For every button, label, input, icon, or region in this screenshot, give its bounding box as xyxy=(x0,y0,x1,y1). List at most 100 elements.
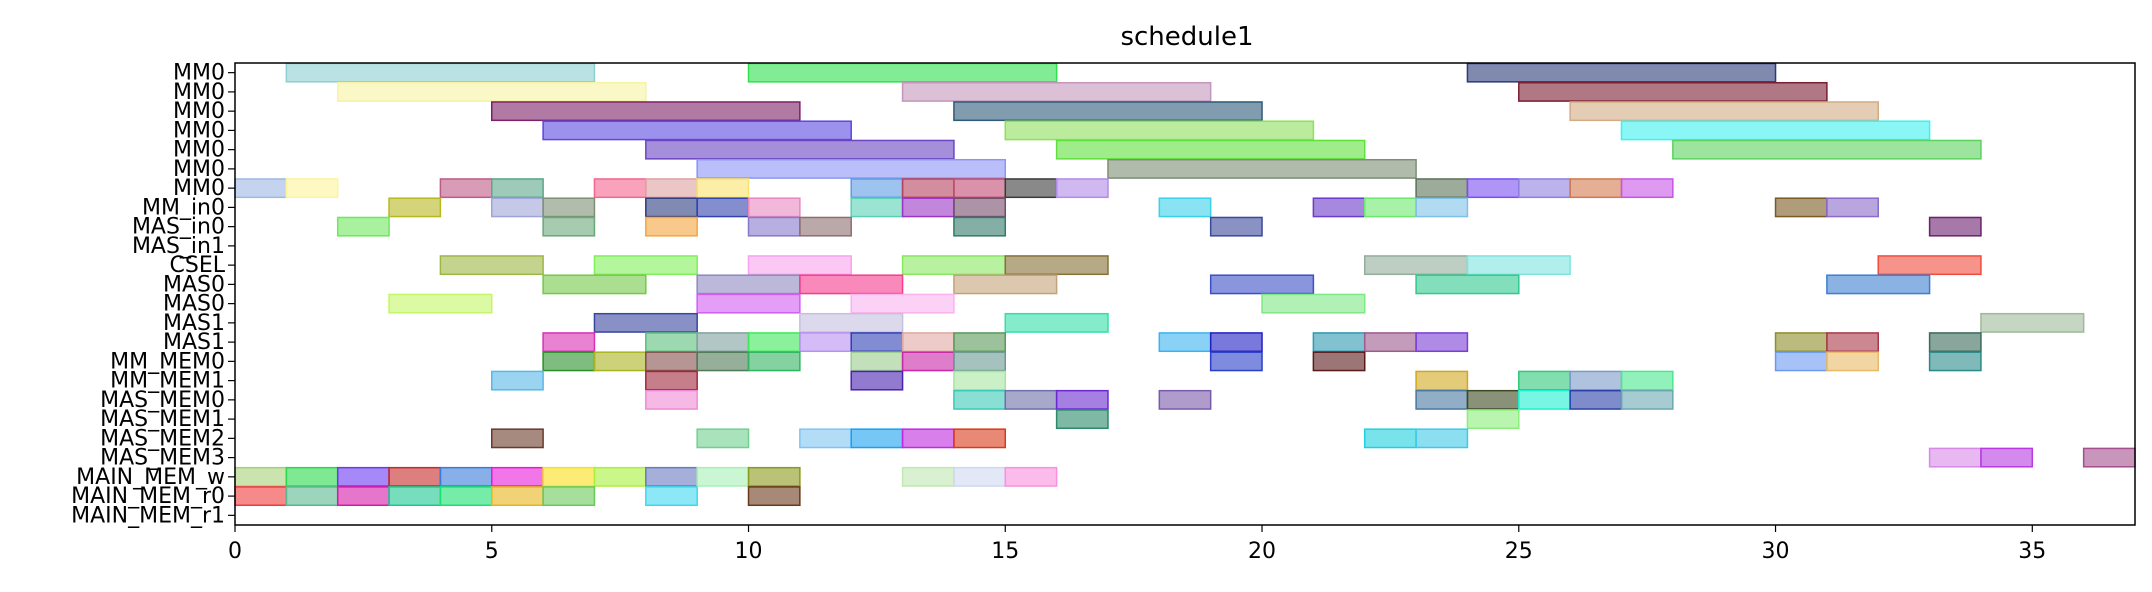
task-bar xyxy=(953,466,1007,487)
task-bar xyxy=(1928,447,1982,468)
task-bar xyxy=(1620,178,1674,199)
task-bar xyxy=(285,486,339,507)
plot-frame xyxy=(234,62,2136,526)
task-bar xyxy=(593,351,647,372)
task-bar xyxy=(1004,466,1058,487)
y-tick-label: MAIN_MEM_r0 xyxy=(71,484,225,509)
task-bar xyxy=(1004,178,1058,199)
task-bar xyxy=(1055,178,1109,199)
task-bar xyxy=(1466,389,1520,410)
y-tick-label: MAS0 xyxy=(163,292,225,317)
y-tick-label: MAS_in0 xyxy=(132,215,225,240)
task-bar xyxy=(439,255,544,276)
task-bar xyxy=(747,332,801,353)
task-bar xyxy=(747,351,801,372)
task-bar xyxy=(1928,332,1982,353)
task-bar xyxy=(696,178,750,199)
task-bar xyxy=(542,274,647,295)
task-bar xyxy=(234,178,288,199)
task-bar xyxy=(542,332,596,353)
task-bar xyxy=(542,466,596,487)
task-bar xyxy=(953,101,1263,122)
y-tick-label: MAIN_MEM_w xyxy=(76,465,225,490)
task-bar xyxy=(1312,351,1366,372)
task-bar xyxy=(542,120,852,141)
y-tick-label: MM0 xyxy=(173,80,225,105)
y-tick-label: MM0 xyxy=(173,176,225,201)
x-tick-label: 25 xyxy=(1505,539,1533,564)
task-bar xyxy=(953,389,1007,410)
task-bar xyxy=(645,389,698,410)
task-bar xyxy=(439,178,493,199)
task-bar xyxy=(799,216,852,237)
task-bars xyxy=(234,62,2136,507)
y-tick-label: MM_MEM0 xyxy=(110,349,225,374)
x-tick-label: 35 xyxy=(2018,539,2046,564)
y-tick-label: MM0 xyxy=(173,118,225,143)
task-bar xyxy=(696,274,801,295)
task-bar xyxy=(1826,197,1879,218)
y-tick-label: MAS1 xyxy=(163,311,225,336)
task-bar xyxy=(1415,197,1469,218)
task-bar xyxy=(1107,158,1417,179)
y-tick-label: MAIN_MEM_r1 xyxy=(71,503,225,528)
y-tick-label: MM0 xyxy=(173,138,225,163)
task-bar xyxy=(388,197,442,218)
task-bar xyxy=(542,197,596,218)
task-bar xyxy=(901,81,1212,102)
task-bar xyxy=(1518,370,1571,391)
x-axis: 0 5 10 15 20 25 30 35 xyxy=(228,525,2046,564)
task-bar xyxy=(1415,274,1520,295)
task-bar xyxy=(850,178,904,199)
task-bar xyxy=(542,216,596,237)
task-bar xyxy=(1928,216,1982,237)
task-bar xyxy=(645,351,698,372)
task-bar xyxy=(234,466,288,487)
task-bar xyxy=(645,178,698,199)
task-bar xyxy=(1466,409,1520,430)
task-bar xyxy=(285,178,339,199)
y-tick-label: MAS_MEM3 xyxy=(100,446,225,471)
task-bar xyxy=(1774,351,1828,372)
task-bar xyxy=(799,312,904,333)
task-bar xyxy=(593,255,698,276)
y-tick-label: MAS_in1 xyxy=(132,234,225,259)
task-bar xyxy=(1209,332,1263,353)
task-bar xyxy=(645,216,698,237)
task-bar xyxy=(234,486,288,507)
task-bar xyxy=(1312,332,1366,353)
task-bar xyxy=(1363,332,1417,353)
task-bar xyxy=(1620,370,1674,391)
task-bar xyxy=(593,466,647,487)
task-bar xyxy=(491,466,544,487)
task-bar xyxy=(850,370,904,391)
task-bar xyxy=(1158,332,1212,353)
task-bar xyxy=(1466,178,1520,199)
task-bar xyxy=(747,62,1058,83)
task-bar xyxy=(901,351,955,372)
task-bar xyxy=(336,466,390,487)
x-tick-label: 30 xyxy=(1762,539,1790,564)
task-bar xyxy=(491,197,544,218)
y-tick-label: MAS_MEM0 xyxy=(100,388,225,413)
chart-title: schedule1 xyxy=(1120,22,1253,52)
task-bar xyxy=(1826,351,1879,372)
task-bar xyxy=(542,351,596,372)
task-bar xyxy=(1980,447,2034,468)
y-tick-label: MAS_MEM1 xyxy=(100,407,225,432)
task-bar xyxy=(696,158,1007,179)
y-tick-label: MM0 xyxy=(173,61,225,86)
task-bar xyxy=(1620,120,1931,141)
task-bar xyxy=(336,216,390,237)
task-bar xyxy=(696,466,750,487)
task-bar xyxy=(901,428,955,449)
y-axis: MM0MM0MM0MM0MM0MM0MM0MM_in0MAS_in0MAS_in… xyxy=(71,61,235,528)
task-bar xyxy=(747,466,801,487)
task-bar xyxy=(1620,389,1674,410)
task-bar xyxy=(491,486,544,507)
task-bar xyxy=(593,178,647,199)
task-bar xyxy=(799,332,852,353)
task-bar xyxy=(1158,389,1212,410)
task-bar xyxy=(1209,216,1263,237)
task-bar xyxy=(953,274,1058,295)
